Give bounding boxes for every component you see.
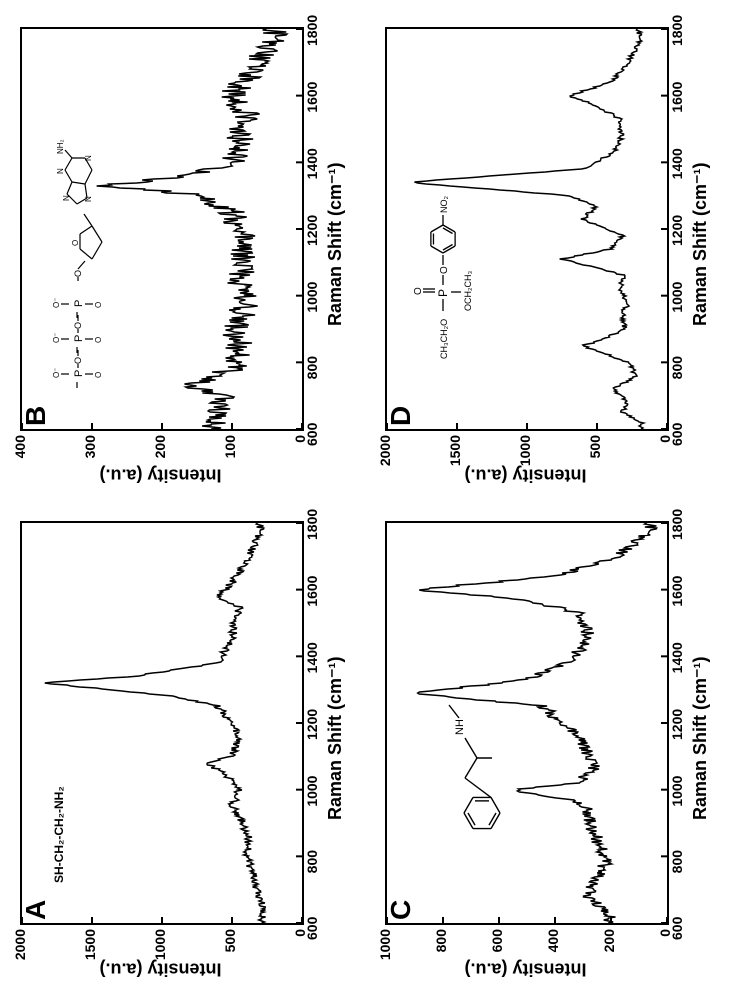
panel-a-label: A — [20, 900, 52, 920]
panel-b: B PO⁻OOPO⁻OOPO⁻OOONNNNNH₂ Intensity (a.u… — [10, 10, 367, 496]
xtick-label: 1000 — [304, 282, 320, 313]
xtick-label: 1800 — [669, 15, 685, 46]
xtick-label: 1800 — [669, 509, 685, 540]
xtick-label: 1200 — [304, 215, 320, 246]
xtick-label: 800 — [669, 356, 685, 379]
panel-d-plot: CH₃CH₂O P O O NO₂ OCH₂CH₃ — [385, 27, 669, 431]
ytick-label: 2000 — [12, 929, 28, 965]
svg-text:P: P — [73, 370, 85, 377]
xtick-label: 800 — [669, 850, 685, 873]
xtick-label: 600 — [304, 423, 320, 446]
ytick-label: 1000 — [377, 929, 393, 965]
ytick-label: 400 — [12, 435, 28, 471]
ytick-label: 500 — [587, 435, 603, 471]
svg-text:O: O — [71, 240, 80, 246]
svg-text:P: P — [73, 300, 85, 307]
ytick-label: 600 — [489, 929, 505, 965]
xtick-label: 1200 — [669, 709, 685, 740]
xtick-label: 1800 — [304, 509, 320, 540]
panel-b-molecule-structure: PO⁻OOPO⁻OOPO⁻OOONNNNNH₂ — [37, 129, 122, 389]
panel-a-xlabel: Raman Shift (cm⁻¹) — [325, 656, 346, 820]
ytick-label: 1500 — [82, 929, 98, 965]
xtick-label: 600 — [669, 423, 685, 446]
ytick-label: 1000 — [152, 929, 168, 965]
xtick-label: 1200 — [304, 709, 320, 740]
panel-c-molecule-structure: NH — [427, 683, 517, 843]
ytick-label: 400 — [545, 929, 561, 965]
ytick-label: 200 — [601, 929, 617, 965]
xtick-label: 600 — [304, 917, 320, 940]
svg-text:O⁻: O⁻ — [52, 368, 61, 378]
xtick-label: 800 — [304, 850, 320, 873]
panel-d-molecule-structure: CH₃CH₂O P O O NO₂ OCH₂CH₃ — [407, 109, 482, 359]
svg-text:N: N — [84, 196, 93, 202]
svg-text:NH: NH — [454, 719, 466, 735]
panel-c: C NH Intensity (a.u.) Raman Shift (cm⁻¹)… — [375, 504, 732, 990]
svg-text:OCH₂CH₃: OCH₂CH₃ — [463, 271, 473, 311]
svg-text:N: N — [84, 155, 93, 161]
xtick-label: 800 — [304, 356, 320, 379]
svg-text:O⁻: O⁻ — [52, 333, 61, 343]
xtick-label: 1400 — [669, 148, 685, 179]
panel-d: D CH₃CH₂OPOONO₂OCH₂CH₃ Intensity (a.u.) … — [375, 10, 732, 496]
xtick-label: 1600 — [669, 576, 685, 607]
xtick-label: 1400 — [669, 642, 685, 673]
xtick-label: 1400 — [304, 642, 320, 673]
svg-text:P: P — [436, 289, 450, 297]
svg-text:O: O — [94, 372, 103, 378]
panel-grid: A SH-CH₂-CH₂-NH₂ Intensity (a.u.) Raman … — [0, 0, 741, 1000]
panel-d-label: D — [385, 406, 417, 426]
ytick-label: 100 — [222, 435, 238, 471]
xtick-label: 1600 — [304, 576, 320, 607]
ytick-label: 800 — [433, 929, 449, 965]
xtick-label: 1000 — [304, 776, 320, 807]
xtick-label: 1000 — [669, 282, 685, 313]
ytick-label: 2000 — [377, 435, 393, 471]
panel-c-label: C — [385, 900, 417, 920]
svg-text:O: O — [94, 337, 103, 343]
panel-b-xlabel: Raman Shift (cm⁻¹) — [325, 162, 346, 326]
svg-text:O⁻: O⁻ — [52, 298, 61, 308]
xtick-label: 1200 — [669, 215, 685, 246]
ytick-label: 1500 — [447, 435, 463, 471]
ytick-label: 300 — [82, 435, 98, 471]
ytick-label: 1000 — [517, 435, 533, 471]
panel-a: A SH-CH₂-CH₂-NH₂ Intensity (a.u.) Raman … — [10, 504, 367, 990]
panel-c-plot: NH — [385, 521, 669, 925]
xtick-label: 1800 — [304, 15, 320, 46]
ytick-label: 500 — [222, 929, 238, 965]
ytick-label: 200 — [152, 435, 168, 471]
svg-text:P: P — [73, 335, 85, 342]
svg-text:O: O — [94, 302, 103, 308]
panel-a-molecule-text: SH-CH₂-CH₂-NH₂ — [52, 786, 66, 883]
figure-container: A SH-CH₂-CH₂-NH₂ Intensity (a.u.) Raman … — [0, 259, 741, 1000]
svg-text:N: N — [62, 195, 71, 201]
xtick-label: 1000 — [669, 776, 685, 807]
svg-text:N: N — [56, 168, 65, 174]
svg-text:NO₂: NO₂ — [439, 196, 449, 214]
panel-b-label: B — [20, 406, 52, 426]
panel-c-ylabel: Intensity (a.u.) — [464, 958, 586, 979]
svg-text:CH₃CH₂O: CH₃CH₂O — [439, 319, 449, 359]
panel-c-xlabel: Raman Shift (cm⁻¹) — [690, 656, 711, 820]
xtick-label: 600 — [669, 917, 685, 940]
xtick-label: 1400 — [304, 148, 320, 179]
svg-text:O: O — [73, 270, 83, 277]
svg-text:O: O — [439, 266, 450, 274]
xtick-label: 1600 — [669, 82, 685, 113]
svg-text:O: O — [73, 357, 83, 364]
xtick-label: 1600 — [304, 82, 320, 113]
svg-text:NH₂: NH₂ — [56, 139, 65, 154]
svg-text:O: O — [413, 287, 424, 295]
panel-b-plot: PO⁻OOPO⁻OOPO⁻OOONNNNNH₂ — [20, 27, 304, 431]
panel-a-plot: SH-CH₂-CH₂-NH₂ — [20, 521, 304, 925]
svg-text:O: O — [73, 322, 83, 329]
panel-d-xlabel: Raman Shift (cm⁻¹) — [690, 162, 711, 326]
